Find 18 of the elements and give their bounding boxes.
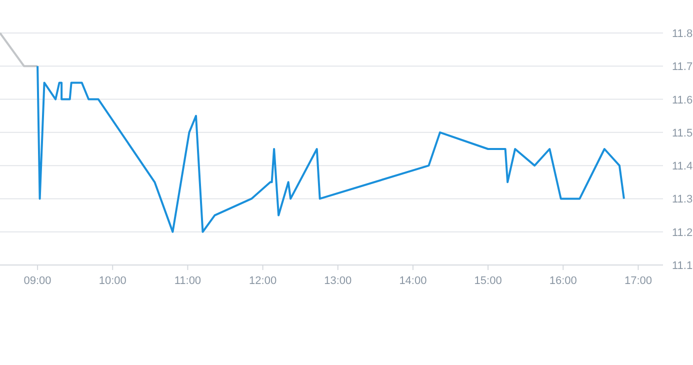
x-tick-label: 10:00	[98, 275, 126, 287]
x-tick-label: 14:00	[399, 275, 427, 287]
x-tick-label: 11:00	[174, 275, 202, 287]
y-tick-label: 11.5	[672, 127, 693, 140]
y-tick-label: 11.4	[672, 160, 693, 173]
y-tick-label: 11.8	[672, 28, 693, 40]
y-tick-label: 11.3	[672, 194, 693, 206]
x-tick-label: 09:00	[24, 275, 52, 287]
y-tick-label: 11.7	[672, 61, 693, 74]
y-tick-label: 11.2	[672, 226, 693, 239]
y-tick-label: 11.6	[672, 94, 693, 106]
line-series	[36, 65, 625, 233]
x-tick-label: 17:00	[624, 275, 652, 287]
x-tick-label: 15:00	[474, 275, 502, 287]
x-tick-label: 16:00	[549, 275, 577, 287]
x-tick-label: 12:00	[249, 275, 277, 287]
x-tick-label: 13:00	[324, 275, 352, 287]
y-tick-label: 11.1	[672, 260, 693, 272]
